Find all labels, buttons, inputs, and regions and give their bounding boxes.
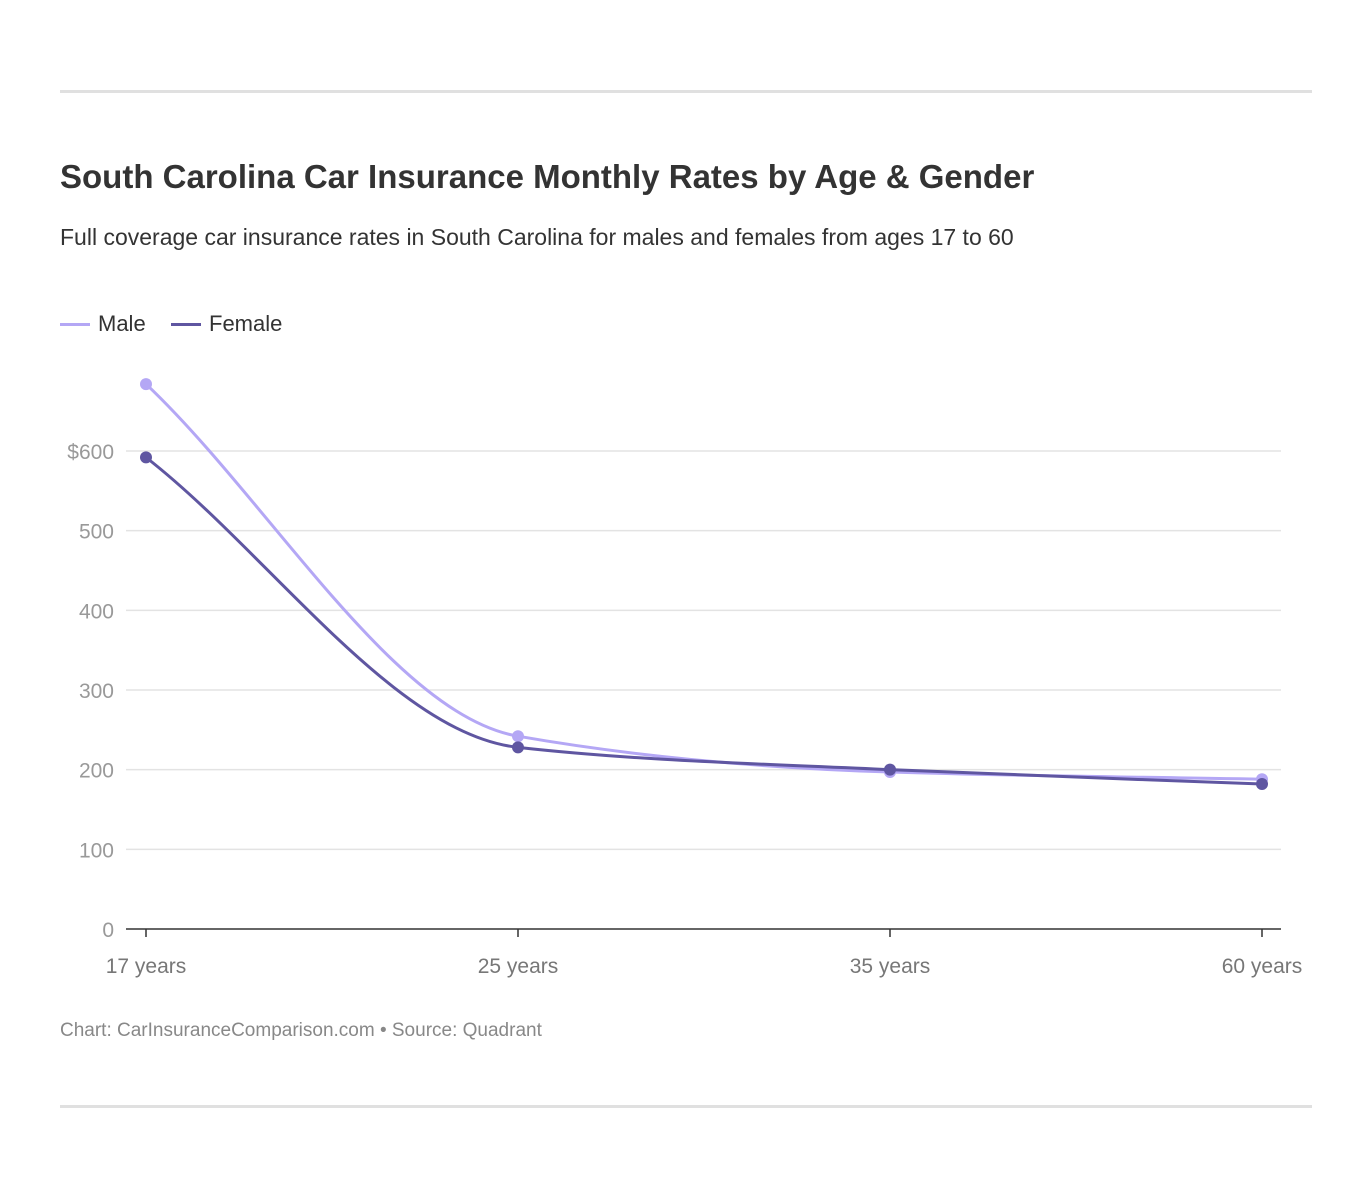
y-tick-label: $600 — [67, 441, 114, 464]
data-point-female — [140, 451, 152, 464]
legend-swatch-male — [60, 322, 90, 326]
y-tick-label: 0 — [102, 919, 114, 942]
x-tick-label: 35 years — [850, 955, 931, 978]
legend-item-female: Female — [171, 311, 282, 337]
series-line-male — [144, 382, 1263, 781]
top-divider — [60, 90, 1312, 93]
data-point-female — [1256, 778, 1268, 791]
data-point-male — [512, 730, 524, 743]
legend-label-female: Female — [209, 311, 283, 336]
legend-label-male: Male — [98, 311, 146, 336]
series-line-female — [145, 456, 1263, 786]
y-tick-label: 500 — [79, 521, 114, 544]
x-tick-label: 17 years — [106, 955, 187, 978]
legend-item-male: Male — [60, 311, 146, 337]
chart-footer: Chart: CarInsuranceComparison.com • Sour… — [60, 1020, 542, 1041]
x-tick-label: 25 years — [478, 955, 559, 978]
data-point-female — [884, 763, 896, 776]
y-tick-label: 300 — [79, 680, 114, 703]
chart-subtitle: Full coverage car insurance rates in Sou… — [60, 224, 1014, 250]
x-tick-label: 60 years — [1222, 955, 1303, 978]
y-tick-label: 400 — [79, 600, 114, 623]
bottom-divider — [60, 1105, 1312, 1108]
data-point-female — [512, 741, 524, 754]
line-chart: 0 100 200 300 400 500 $600 17 years 25 years 35 y… — [67, 378, 1303, 978]
legend-swatch-female — [171, 322, 201, 326]
y-tick-label: 200 — [79, 760, 114, 783]
y-tick-label: 100 — [79, 839, 114, 862]
chart-title: South Carolina Car Insurance Monthly Rat… — [60, 158, 1035, 195]
data-point-male — [140, 378, 152, 391]
